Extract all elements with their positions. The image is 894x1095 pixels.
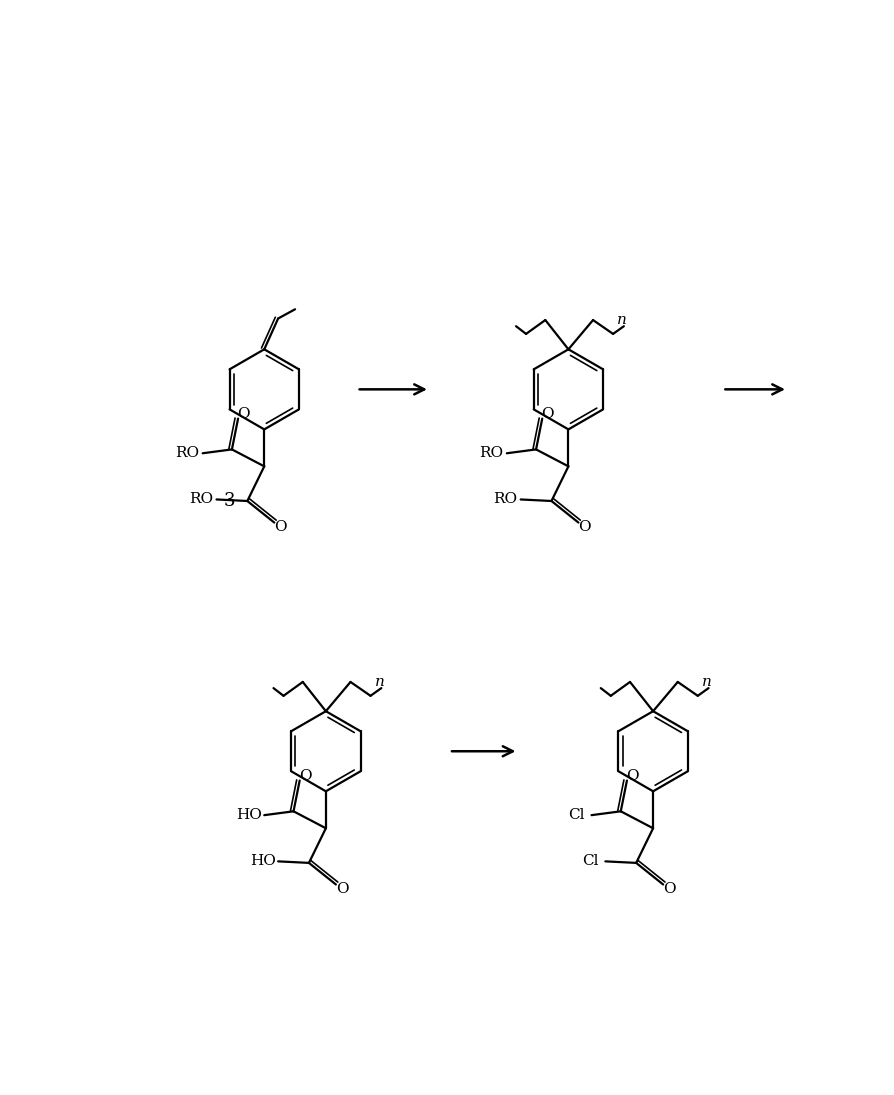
Text: O: O <box>578 520 590 534</box>
Text: O: O <box>274 520 286 534</box>
Text: RO: RO <box>479 447 503 460</box>
Text: O: O <box>299 769 311 783</box>
Text: Cl: Cl <box>567 808 584 822</box>
Text: HO: HO <box>236 808 262 822</box>
Text: RO: RO <box>493 493 517 507</box>
Text: RO: RO <box>189 493 213 507</box>
Text: RO: RO <box>175 447 199 460</box>
Text: O: O <box>625 769 638 783</box>
Text: n: n <box>375 675 384 689</box>
Text: O: O <box>335 883 348 896</box>
Text: O: O <box>237 407 249 420</box>
Text: n: n <box>701 675 711 689</box>
Text: Cl: Cl <box>581 854 597 868</box>
Text: O: O <box>541 407 553 420</box>
Text: HO: HO <box>249 854 275 868</box>
Text: n: n <box>617 313 627 327</box>
Text: 3: 3 <box>224 492 235 510</box>
Text: O: O <box>662 883 675 896</box>
